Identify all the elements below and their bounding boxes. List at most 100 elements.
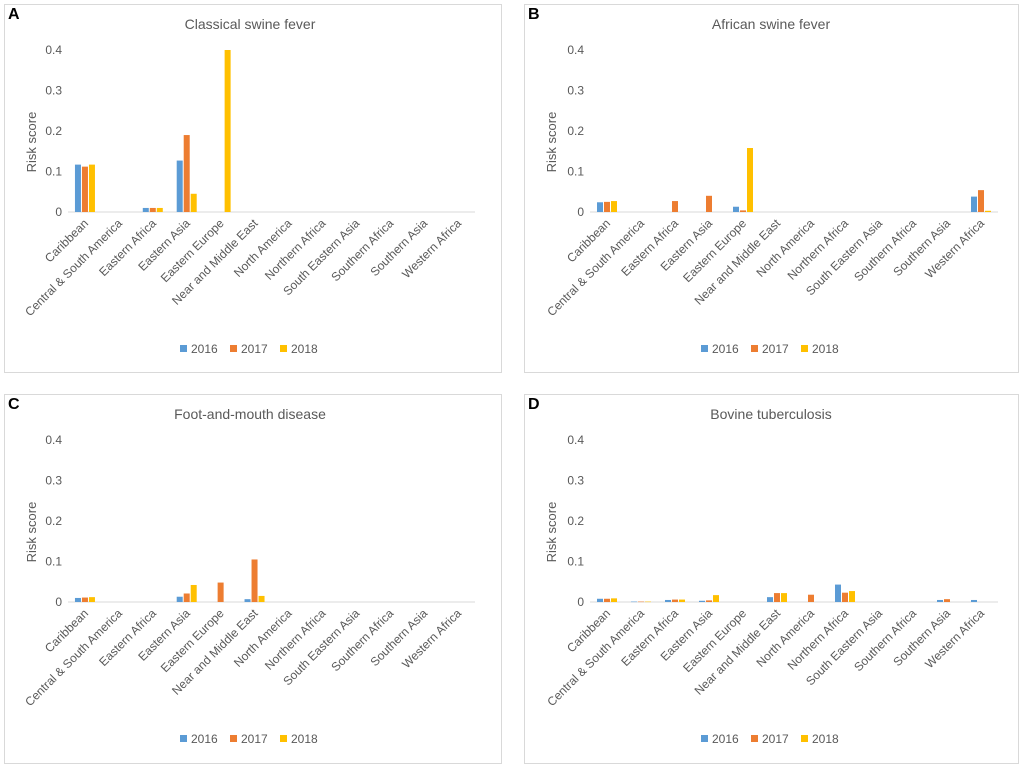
chart4-bar [713,595,719,602]
chart2-bar [597,202,603,212]
chart2-bar [672,201,678,212]
chart4-legend-label: 2017 [762,732,789,746]
chart3-bar [217,582,224,602]
chart3-bar [176,596,183,602]
chart3-ytick-label: 0.4 [45,433,62,447]
chart2-bar [611,201,617,212]
chart2-bar [604,201,610,212]
chart1-title: Classical swine fever [185,16,316,32]
chart4-bar [706,600,712,602]
chart1-legend-swatch [180,345,187,352]
chart1-ytick-label: 0 [55,205,62,219]
chart2-ytick-label: 0.3 [567,84,584,98]
chart4-ytick-label: 0.2 [567,514,584,528]
chart4-legend-label: 2018 [812,732,839,746]
chart4-bar [774,593,780,602]
chart2-bar [978,190,984,212]
chart2-legend-swatch [801,345,808,352]
chart2-bar [747,148,753,212]
chart3-ytick-label: 0 [55,595,62,609]
chart3-ylabel: Risk score [24,502,39,563]
chart3-bar [74,597,81,602]
chart4-bar [781,593,787,602]
chart1-ylabel: Risk score [24,112,39,173]
chart2-ytick-label: 0.1 [567,165,584,179]
chart4-bar [645,601,651,603]
chart1-bar [142,207,149,212]
chart4-bar [665,599,671,602]
chart4-bar [937,599,943,602]
chart1-bar [190,193,197,212]
chart2-ytick-label: 0 [577,205,584,219]
chart4-bar [631,601,637,603]
chart2-bar [971,196,977,212]
chart4-bar [842,592,848,602]
chart3-ytick-label: 0.3 [45,474,62,488]
chart1-bar [88,164,95,212]
chart3-legend-swatch [180,735,187,742]
panel-d [524,394,1019,764]
chart4-bar [604,598,610,602]
chart1-bar [156,207,163,212]
chart3-category-label: Western Africa [399,606,464,671]
panel-b [524,4,1019,373]
chart2-ylabel: Risk score [544,112,559,173]
chart4-title: Bovine tuberculosis [710,406,831,422]
chart4-legend-swatch [701,735,708,742]
chart4-bar [679,599,685,602]
chart4-legend-swatch [751,735,758,742]
chart3-title: Foot-and-mouth disease [174,406,326,422]
chart4-legend-swatch [801,735,808,742]
chart4-ytick-label: 0.3 [567,474,584,488]
chart2-bar [740,210,746,212]
chart4-bar [699,600,705,602]
chart3-ytick-label: 0.2 [45,514,62,528]
chart4-ytick-label: 0 [577,595,584,609]
chart3-bar [183,593,190,602]
chart3-bar [251,559,258,602]
chart1-legend-label: 2016 [191,342,218,356]
chart4-ytick-label: 0.4 [567,433,584,447]
chart2-title: African swine fever [712,16,831,32]
chart1-bar [224,50,231,212]
chart4-ylabel: Risk score [544,502,559,563]
chart4-ytick-label: 0.1 [567,555,584,569]
chart3-bar [88,597,95,602]
chart1-legend-label: 2017 [241,342,268,356]
chart1-legend-swatch [280,345,287,352]
chart3-bar [258,595,265,602]
chart1-ytick-label: 0.4 [45,43,62,57]
chart1-bar [149,207,156,212]
chart4-bar [767,597,773,602]
chart1-bar [81,166,88,212]
chart3-legend-label: 2016 [191,732,218,746]
chart1-bar [183,135,190,212]
chart2-category-label: Western Africa [922,216,987,281]
chart4-bar [611,598,617,602]
chart2-legend-swatch [751,345,758,352]
panel-letter-d: D [528,396,540,413]
chart1-ytick-label: 0.1 [45,165,62,179]
chart1-ytick-label: 0.3 [45,84,62,98]
chart2-bar [985,210,991,212]
chart2-ytick-label: 0.2 [567,124,584,138]
chart1-bar [176,160,183,212]
chart2-legend-label: 2016 [712,342,739,356]
chart4-bar [672,599,678,602]
chart3-legend-label: 2018 [291,732,318,746]
chart2-ytick-label: 0.4 [567,43,584,57]
chart2-legend-label: 2017 [762,342,789,356]
chart3-bar [81,597,88,602]
panel-letter-c: C [8,396,20,413]
chart2-bar [706,195,712,212]
chart3-bar [244,599,251,602]
chart4-bar [808,594,814,602]
chart4-bar [597,598,603,602]
chart3-bar [190,584,197,602]
chart1-legend-swatch [230,345,237,352]
chart4-category-label: Western Africa [922,606,987,671]
chart3-legend-swatch [230,735,237,742]
chart1-category-label: Western Africa [399,216,464,281]
chart4-bar [835,584,841,602]
